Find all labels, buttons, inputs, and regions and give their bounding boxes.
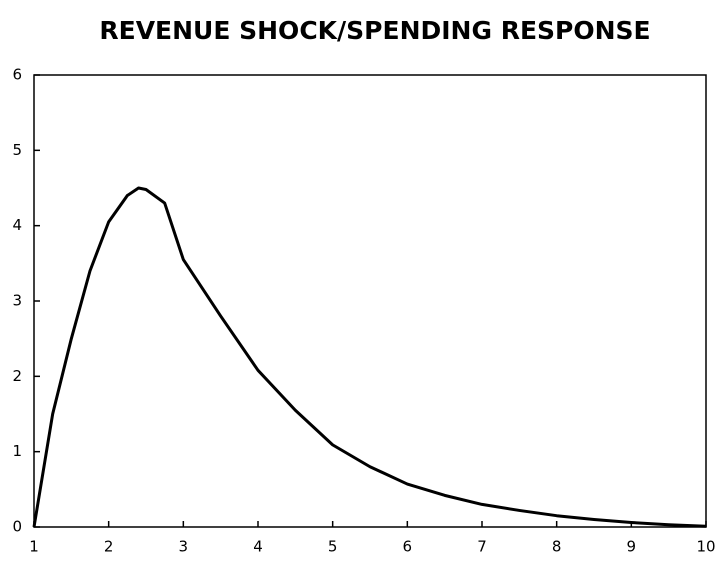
plot-frame [33, 74, 707, 528]
x-tick-label: 10 [696, 538, 715, 556]
y-tick-label: 6 [12, 66, 22, 84]
y-tick-label: 4 [12, 216, 22, 234]
x-tick-label: 7 [477, 538, 487, 556]
chart-title: REVENUE SHOCK/SPENDING RESPONSE [99, 16, 650, 45]
x-tick-label: 6 [403, 538, 413, 556]
x-tick-label: 5 [328, 538, 338, 556]
x-tick-label: 4 [253, 538, 263, 556]
y-tick-label: 5 [12, 141, 22, 159]
x-tick-label: 2 [104, 538, 114, 556]
y-tick-label: 0 [12, 518, 22, 536]
y-tick-label: 2 [12, 367, 22, 385]
y-tick-label: 3 [12, 292, 22, 310]
y-tick-label: 1 [12, 442, 22, 460]
line [32, 186, 707, 528]
x-tick-label: 9 [627, 538, 637, 556]
x-tick-label: 8 [552, 538, 562, 556]
x-tick-label: 1 [29, 538, 39, 556]
x-tick-label: 3 [179, 538, 189, 556]
